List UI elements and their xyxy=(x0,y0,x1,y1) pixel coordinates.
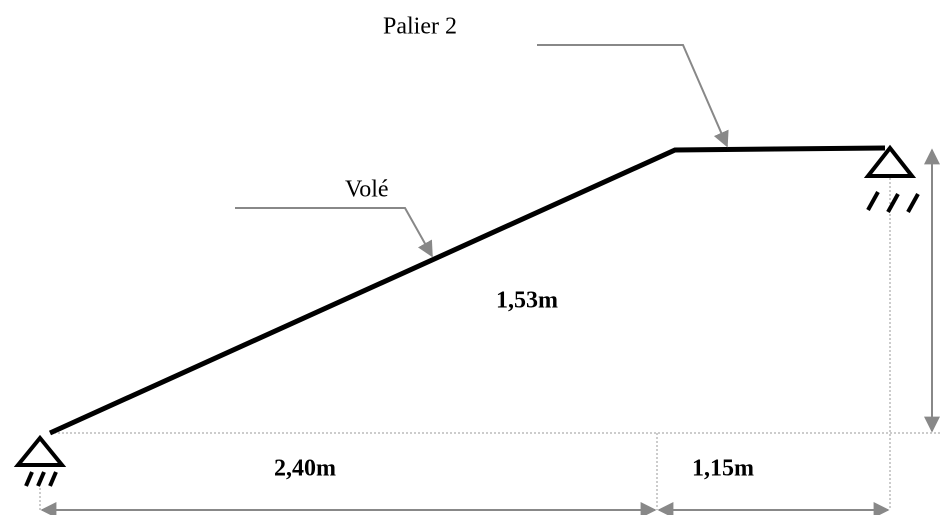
reference-lines xyxy=(39,178,940,510)
beam xyxy=(48,145,886,436)
landing-leader xyxy=(537,44,729,148)
flight-leader xyxy=(235,207,433,258)
height-dimension: 1,53m xyxy=(496,288,558,314)
landing-length: 1,15m xyxy=(692,456,754,482)
flight-label: Volé xyxy=(345,177,389,203)
right-support xyxy=(863,144,920,213)
left-support xyxy=(13,434,67,487)
flight-length: 2,40m xyxy=(274,456,336,482)
landing-label: Palier 2 xyxy=(383,14,457,40)
